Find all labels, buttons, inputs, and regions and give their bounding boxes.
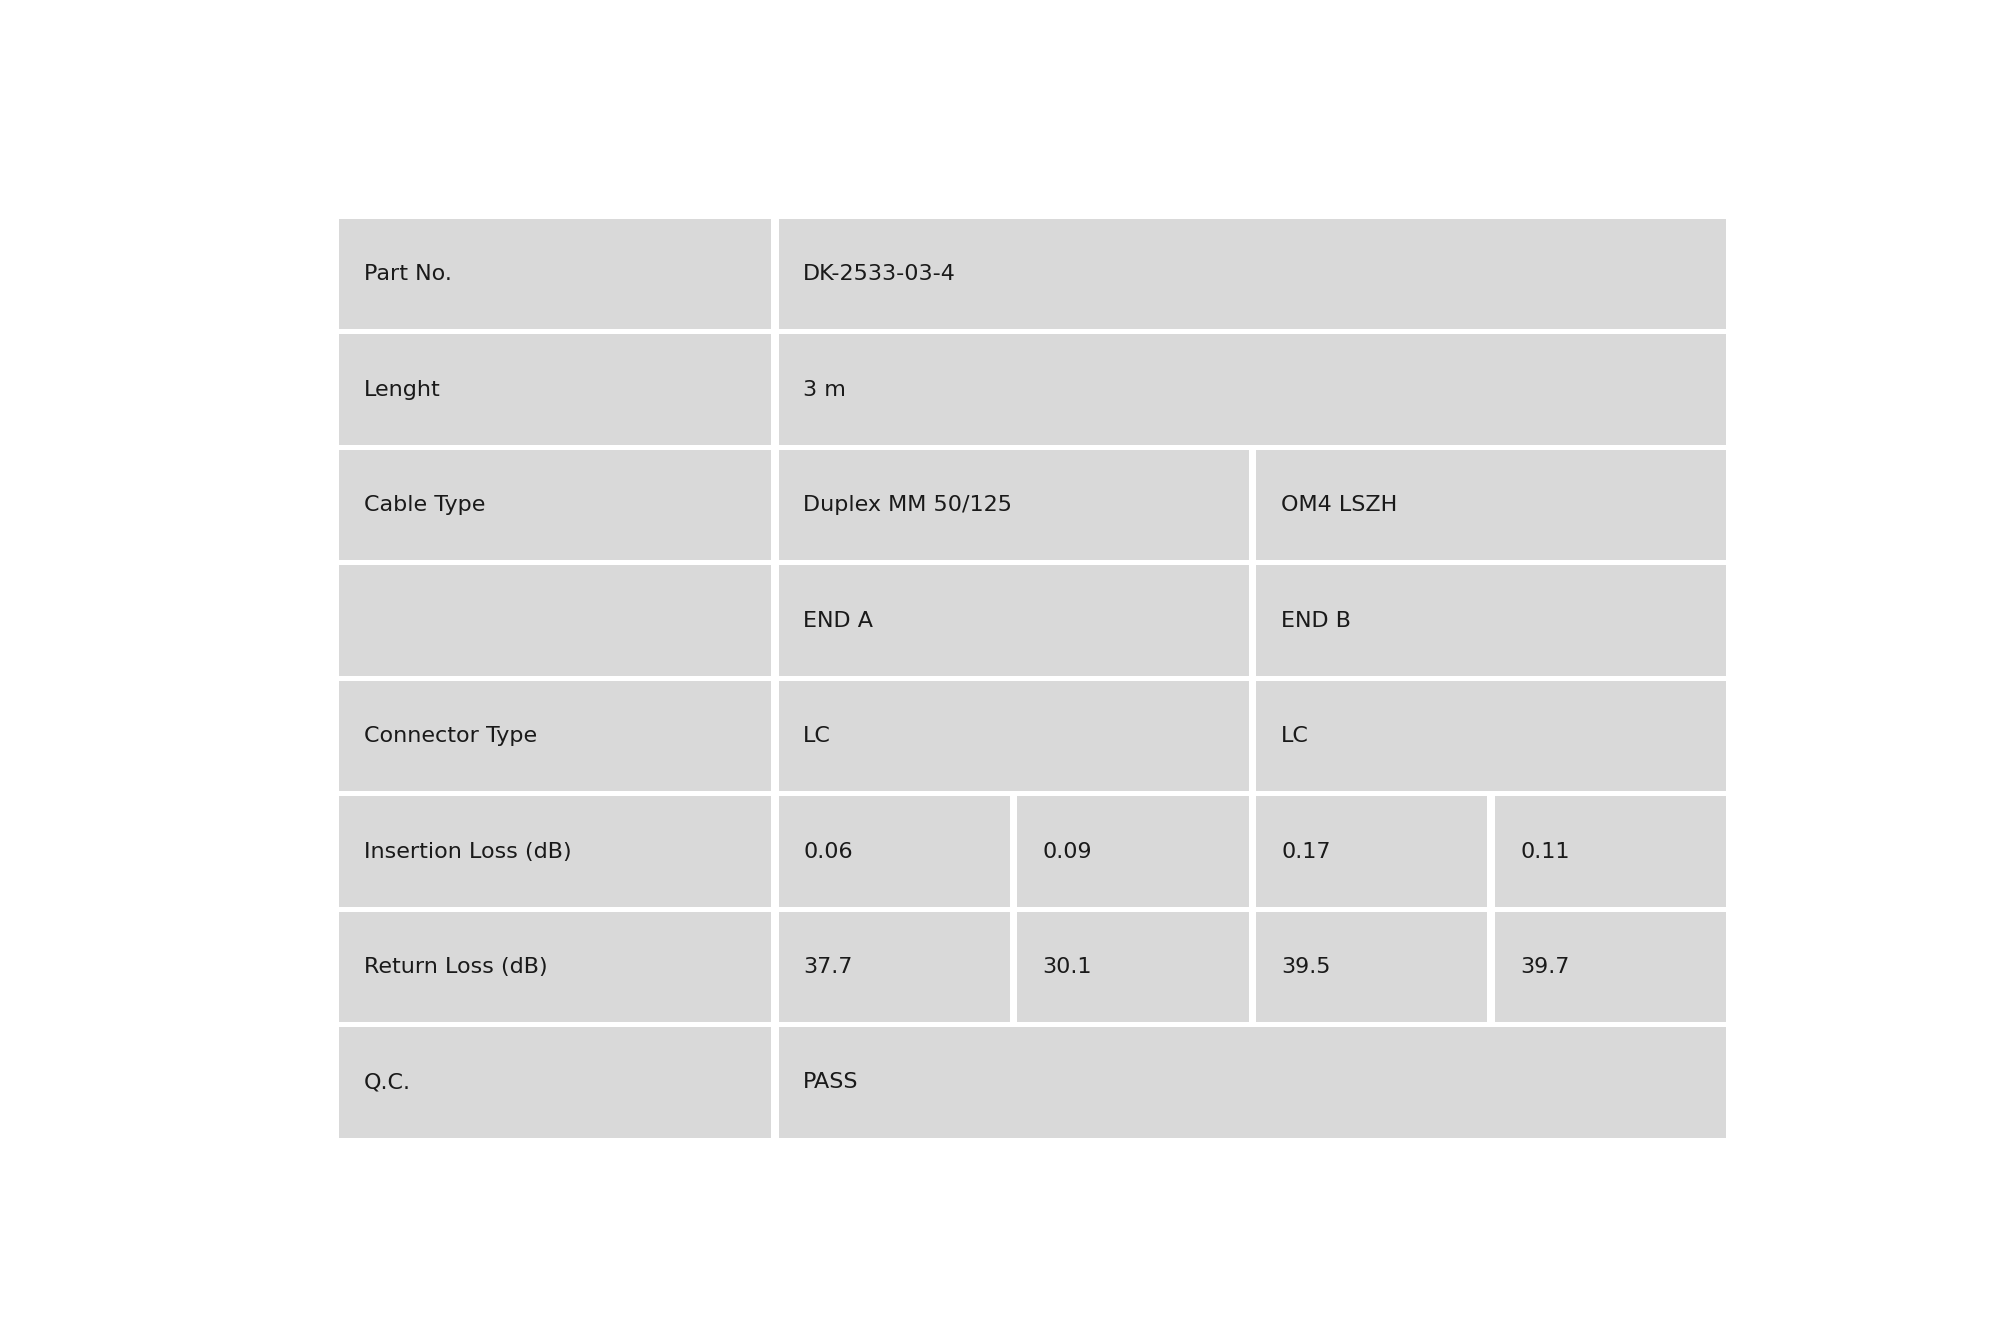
- Bar: [1496, 796, 1726, 906]
- Text: Connector Type: Connector Type: [364, 726, 538, 746]
- Text: OM4 LSZH: OM4 LSZH: [1282, 495, 1398, 515]
- Text: DK-2533-03-4: DK-2533-03-4: [804, 264, 956, 284]
- Bar: [778, 451, 1248, 560]
- Bar: [778, 219, 1726, 329]
- Text: Q.C.: Q.C.: [364, 1073, 410, 1093]
- Text: 0.17: 0.17: [1282, 841, 1330, 861]
- Text: LC: LC: [1282, 726, 1310, 746]
- Bar: [340, 912, 770, 1022]
- Text: LC: LC: [804, 726, 832, 746]
- Bar: [778, 335, 1726, 445]
- Bar: [778, 912, 1010, 1022]
- Bar: [1256, 565, 1726, 676]
- Bar: [1256, 912, 1488, 1022]
- Bar: [340, 1028, 770, 1137]
- Text: 39.5: 39.5: [1282, 957, 1330, 977]
- Text: Insertion Loss (dB): Insertion Loss (dB): [364, 841, 572, 861]
- Text: 0.09: 0.09: [1042, 841, 1092, 861]
- Bar: [340, 681, 770, 792]
- Bar: [1018, 912, 1248, 1022]
- Text: Cable Type: Cable Type: [364, 495, 486, 515]
- Text: 37.7: 37.7: [804, 957, 852, 977]
- Text: 0.11: 0.11: [1520, 841, 1570, 861]
- Bar: [1496, 912, 1726, 1022]
- Bar: [340, 796, 770, 906]
- Text: END B: END B: [1282, 611, 1352, 631]
- Bar: [1256, 681, 1726, 792]
- Bar: [340, 219, 770, 329]
- Bar: [340, 335, 770, 445]
- Bar: [778, 796, 1010, 906]
- Text: 30.1: 30.1: [1042, 957, 1092, 977]
- Bar: [340, 451, 770, 560]
- Bar: [778, 1028, 1726, 1137]
- Text: Lenght: Lenght: [364, 380, 440, 400]
- Bar: [340, 565, 770, 676]
- Text: Return Loss (dB): Return Loss (dB): [364, 957, 548, 977]
- Text: Duplex MM 50/125: Duplex MM 50/125: [804, 495, 1012, 515]
- Bar: [1256, 796, 1488, 906]
- Bar: [778, 681, 1248, 792]
- Text: 39.7: 39.7: [1520, 957, 1570, 977]
- Text: END A: END A: [804, 611, 874, 631]
- Text: 3 m: 3 m: [804, 380, 846, 400]
- Text: 0.06: 0.06: [804, 841, 852, 861]
- Bar: [1018, 796, 1248, 906]
- Text: Part No.: Part No.: [364, 264, 452, 284]
- Text: PASS: PASS: [804, 1073, 858, 1093]
- Bar: [1256, 451, 1726, 560]
- Bar: [778, 565, 1248, 676]
